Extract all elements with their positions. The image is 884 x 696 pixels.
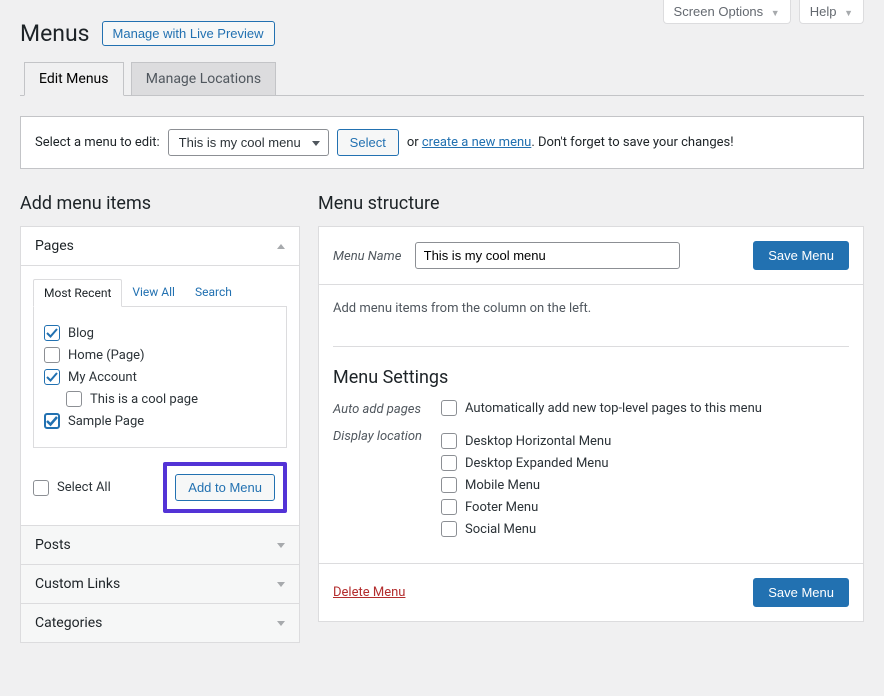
chevron-down-icon (277, 582, 285, 587)
checkbox[interactable] (441, 477, 457, 493)
tab-most-recent[interactable]: Most Recent (33, 279, 122, 307)
menu-name-label: Menu Name (333, 249, 401, 264)
tab-search[interactable]: Search (185, 279, 242, 307)
item-label: Blog (68, 326, 94, 341)
chevron-down-icon (277, 543, 285, 548)
list-item: Sample Page (44, 413, 276, 429)
checkbox[interactable] (44, 347, 60, 363)
tab-manage-locations[interactable]: Manage Locations (131, 62, 276, 95)
list-item: My Account (44, 369, 276, 385)
location-label: Desktop Horizontal Menu (465, 434, 611, 449)
menu-structure-heading: Menu structure (318, 193, 864, 214)
divider (333, 346, 849, 347)
auto-add-label: Auto add pages (333, 400, 423, 417)
chevron-down-icon (277, 621, 285, 626)
select-all-label: Select All (57, 480, 111, 495)
tab-edit-menus[interactable]: Edit Menus (24, 62, 124, 96)
display-location-label: Display location (333, 427, 423, 543)
list-item: Home (Page) (44, 347, 276, 363)
location-row: Mobile Menu (441, 477, 849, 493)
save-menu-button-top[interactable]: Save Menu (753, 241, 849, 270)
screen-options-button[interactable]: Screen Options ▼ (663, 0, 791, 24)
manage-tail: . Don't forget to save your changes! (531, 135, 733, 150)
checkbox[interactable] (441, 455, 457, 471)
list-item: This is a cool page (44, 391, 276, 407)
accordion-pages-header[interactable]: Pages (21, 227, 299, 265)
accordion: Pages Most Recent View All Search Blog (20, 226, 300, 643)
accordion-custom-links-label: Custom Links (35, 576, 120, 592)
help-label: Help (810, 4, 837, 19)
checkbox[interactable] (44, 369, 60, 385)
save-menu-button-bottom[interactable]: Save Menu (753, 578, 849, 607)
tab-view-all[interactable]: View All (122, 279, 185, 307)
menu-select[interactable]: This is my cool menu (168, 129, 329, 156)
accordion-categories-label: Categories (35, 615, 102, 631)
location-label: Social Menu (465, 522, 536, 537)
live-preview-button[interactable]: Manage with Live Preview (102, 21, 275, 46)
accordion-pages-body: Most Recent View All Search Blog Home (P… (21, 265, 299, 525)
item-label: This is a cool page (90, 392, 198, 407)
add-to-menu-highlight: Add to Menu (163, 462, 287, 513)
nav-tabs: Edit Menus Manage Locations (20, 61, 864, 96)
select-button[interactable]: Select (337, 129, 399, 156)
menu-name-input[interactable] (415, 242, 680, 269)
accordion-posts-label: Posts (35, 537, 71, 553)
list-item: Blog (44, 325, 276, 341)
item-label: My Account (68, 370, 137, 385)
accordion-custom-links-header[interactable]: Custom Links (21, 564, 299, 603)
location-label: Mobile Menu (465, 478, 540, 493)
menu-empty-hint: Add menu items from the column on the le… (333, 301, 849, 316)
checkbox[interactable] (441, 499, 457, 515)
select-menu-label: Select a menu to edit: (35, 135, 160, 150)
checkbox[interactable] (441, 433, 457, 449)
auto-add-checkbox[interactable] (441, 400, 457, 416)
menu-frame: Menu Name Save Menu Add menu items from … (318, 226, 864, 622)
item-label: Sample Page (68, 414, 144, 429)
menu-settings-heading: Menu Settings (333, 367, 849, 388)
location-row: Desktop Expanded Menu (441, 455, 849, 471)
accordion-categories-header[interactable]: Categories (21, 603, 299, 642)
accordion-pages-label: Pages (35, 238, 74, 254)
auto-add-option: Automatically add new top-level pages to… (465, 401, 762, 416)
location-row: Footer Menu (441, 499, 849, 515)
location-row: Social Menu (441, 521, 849, 537)
manage-menus-bar: Select a menu to edit: This is my cool m… (20, 116, 864, 169)
checkbox[interactable] (44, 413, 60, 429)
checkbox[interactable] (66, 391, 82, 407)
page-title: Menus (20, 20, 90, 47)
delete-menu-link[interactable]: Delete Menu (333, 585, 405, 600)
caret-down-icon: ▼ (844, 8, 853, 18)
location-label: Footer Menu (465, 500, 538, 515)
screen-options-label: Screen Options (674, 4, 764, 19)
checkbox[interactable] (441, 521, 457, 537)
location-label: Desktop Expanded Menu (465, 456, 609, 471)
caret-down-icon: ▼ (771, 8, 780, 18)
create-new-menu-link[interactable]: create a new menu (422, 135, 531, 150)
location-row: Desktop Horizontal Menu (441, 433, 849, 449)
inner-tabs: Most Recent View All Search (33, 278, 287, 307)
add-menu-items-heading: Add menu items (20, 193, 300, 214)
accordion-posts-header[interactable]: Posts (21, 525, 299, 564)
checkbox[interactable] (44, 325, 60, 341)
chevron-up-icon (277, 244, 285, 249)
item-label: Home (Page) (68, 348, 145, 363)
add-to-menu-button[interactable]: Add to Menu (175, 474, 275, 501)
pages-checklist: Blog Home (Page) My Account This is (33, 307, 287, 448)
select-all-checkbox[interactable] (33, 480, 49, 496)
help-button[interactable]: Help ▼ (799, 0, 864, 24)
or-text: or (407, 135, 419, 150)
